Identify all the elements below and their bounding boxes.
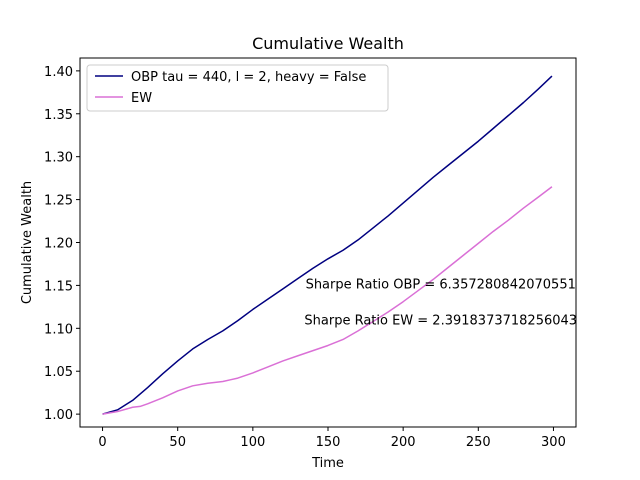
x-tick-label: 150 bbox=[316, 435, 341, 450]
legend-label-ew: EW bbox=[131, 91, 152, 106]
x-tick-label: 100 bbox=[240, 435, 265, 450]
legend-label-obp: OBP tau = 440, l = 2, heavy = False bbox=[131, 70, 366, 85]
x-tick-label: 250 bbox=[466, 435, 491, 450]
plot-frame bbox=[79, 57, 577, 428]
annotation-sharpe-obp: Sharpe Ratio OBP = 6.357280842070551 bbox=[306, 278, 576, 293]
x-tick-label: 300 bbox=[541, 435, 566, 450]
y-axis: 1.00 1.05 1.10 1.15 1.20 1.25 1.30 1.35 1.40 bbox=[44, 65, 80, 423]
x-axis-title: Time bbox=[311, 456, 344, 471]
chart-title: Cumulative Wealth bbox=[252, 34, 404, 53]
y-tick-label: 1.40 bbox=[44, 65, 73, 80]
y-tick-label: 1.20 bbox=[44, 237, 73, 252]
y-tick-label: 1.30 bbox=[44, 151, 73, 166]
y-axis-title: Cumulative Wealth bbox=[20, 181, 35, 304]
x-tick-label: 50 bbox=[169, 435, 186, 450]
legend-box bbox=[86, 64, 389, 112]
x-axis: 0 50 100 150 200 250 300 bbox=[98, 427, 566, 450]
x-tick-label: 200 bbox=[391, 435, 416, 450]
y-tick-label: 1.00 bbox=[44, 408, 73, 423]
y-tick-label: 1.15 bbox=[44, 279, 73, 294]
legend: OBP tau = 440, l = 2, heavy = False EW bbox=[86, 64, 389, 112]
plot-area: Sharpe Ratio OBP = 6.357280842070551 Shar… bbox=[79, 57, 577, 428]
series-line-ew bbox=[102, 186, 553, 415]
y-tick-label: 1.10 bbox=[44, 322, 73, 337]
series-layer bbox=[102, 75, 553, 415]
y-tick-label: 1.35 bbox=[44, 108, 73, 123]
annotation-layer: Sharpe Ratio OBP = 6.357280842070551 Shar… bbox=[304, 278, 577, 329]
x-tick-label: 0 bbox=[98, 435, 106, 450]
annotation-sharpe-ew: Sharpe Ratio EW = 2.3918373718256043 bbox=[304, 314, 577, 329]
series-line-obp bbox=[102, 75, 553, 415]
y-tick-label: 1.25 bbox=[44, 194, 73, 209]
y-tick-label: 1.05 bbox=[44, 365, 73, 380]
